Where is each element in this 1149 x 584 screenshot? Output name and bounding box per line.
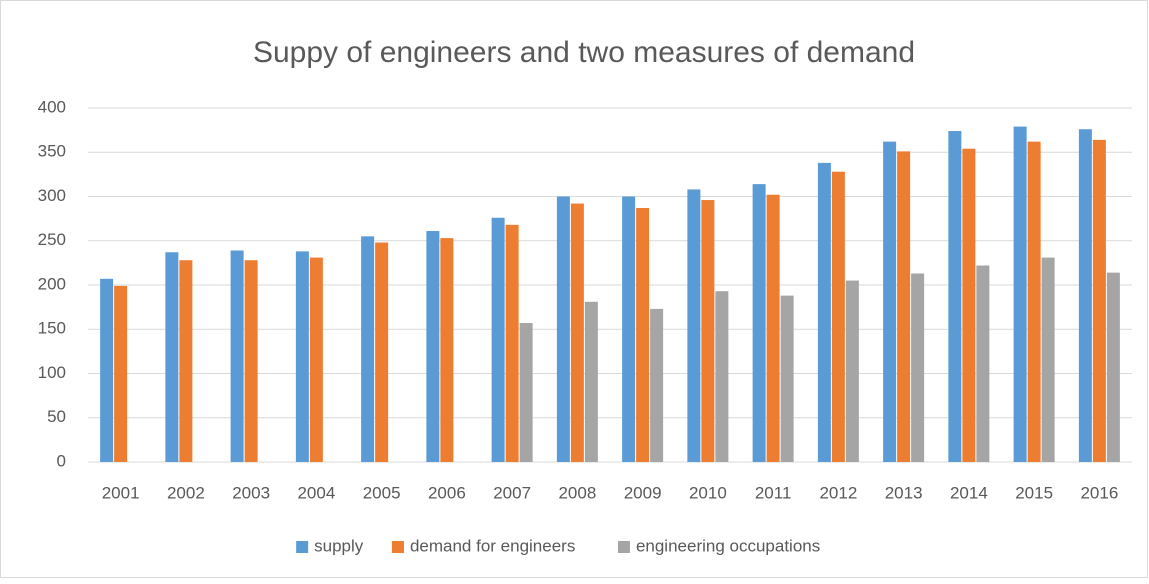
y-tick-label: 150 [38,319,66,338]
bar [179,260,193,462]
x-tick-label: 2014 [950,483,988,502]
legend-swatch [391,541,404,553]
x-tick-label: 2012 [819,483,857,502]
x-tick-label: 2013 [885,483,923,502]
x-tick-label: 2011 [755,483,792,502]
y-tick-label: 300 [38,186,66,205]
bar [491,217,505,462]
bar [1041,257,1055,462]
x-tick-label: 2003 [232,483,270,502]
bar [636,208,650,462]
x-tick-label: 2015 [1015,483,1053,502]
bar [1013,126,1027,463]
bar [687,189,701,463]
bar [1027,141,1041,462]
bar [962,148,976,462]
x-tick-label: 2010 [689,483,727,502]
bar [426,231,440,462]
legend-label: demand for engineers [410,536,575,555]
y-tick-label: 250 [38,230,66,249]
bar [897,151,911,463]
x-tick-label: 2007 [493,483,531,502]
bar [375,242,389,462]
x-tick-label: 2016 [1080,483,1118,502]
y-tick-label: 350 [38,142,66,161]
bar [165,252,179,462]
bar [845,280,859,462]
x-tick-label: 2002 [167,483,205,502]
chart-title: Suppy of engineers and two measures of d… [253,36,915,69]
legend-swatch [617,541,630,553]
y-tick-label: 400 [38,97,66,116]
x-tick-label: 2009 [624,483,662,502]
bar [766,194,780,463]
bar [701,200,715,463]
bar [505,224,519,462]
bar [295,251,309,462]
x-tick-label: 2005 [363,483,401,502]
bar [570,203,584,462]
bar [752,184,766,463]
bar [100,278,114,462]
x-tick-label: 2004 [297,483,335,502]
bar [114,285,128,462]
bar [883,141,897,462]
bar [831,171,845,462]
bar [230,250,244,462]
legend-swatch [296,541,309,553]
bar [361,236,375,462]
y-tick-label: 0 [57,451,66,470]
bar [976,265,990,462]
bar [948,131,962,462]
bar [622,196,636,462]
bar [1078,129,1092,463]
bar [584,301,598,462]
bar [715,291,729,462]
bar [519,323,533,462]
bar [911,273,925,462]
y-tick-label: 200 [38,274,66,293]
x-tick-label: 2006 [428,483,466,502]
legend-label: supply [314,536,364,555]
bar [1106,272,1120,462]
bar [309,257,323,462]
bar [780,295,794,462]
x-tick-label: 2001 [102,483,140,502]
bar [1092,139,1106,463]
legend-label: engineering occupations [636,536,820,555]
bar [440,238,454,462]
bar [650,308,664,462]
x-tick-label: 2008 [558,483,596,502]
bar [817,162,831,462]
bar [244,260,258,462]
y-tick-label: 50 [47,407,66,426]
y-tick-label: 100 [38,363,66,382]
bar [556,196,570,462]
